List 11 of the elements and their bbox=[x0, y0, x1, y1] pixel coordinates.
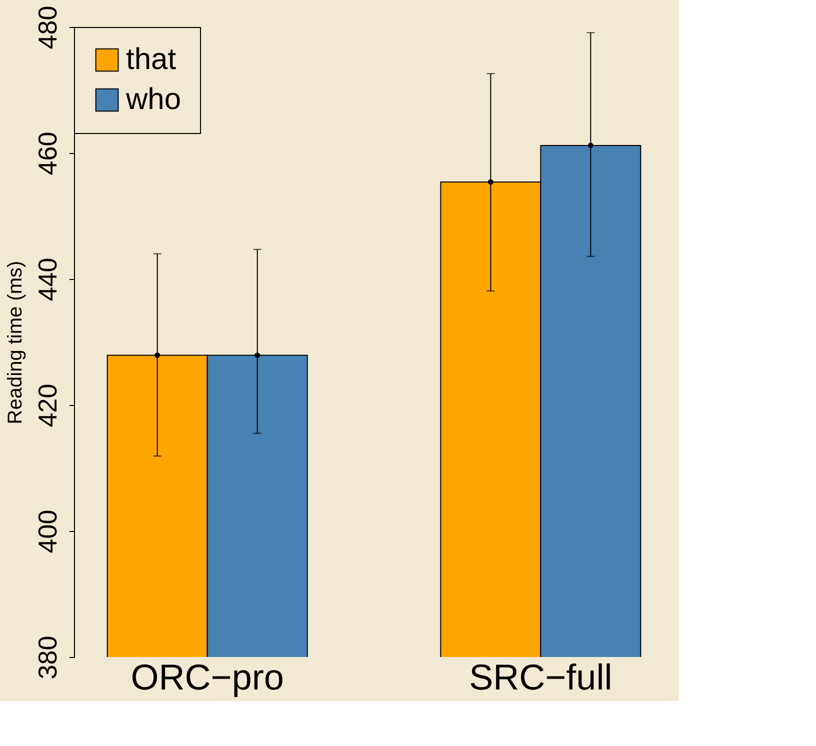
y-tick-label: 480 bbox=[32, 6, 62, 50]
legend-label: that bbox=[126, 43, 177, 76]
x-tick-label: SRC−full bbox=[469, 656, 612, 698]
y-axis-title: Reading time (ms) bbox=[4, 260, 26, 424]
y-tick-label: 460 bbox=[32, 132, 62, 176]
y-tick-label: 400 bbox=[32, 510, 62, 554]
y-tick-label: 440 bbox=[32, 258, 62, 302]
x-tick-label: ORC−pro bbox=[130, 656, 284, 698]
y-tick-label: 420 bbox=[32, 384, 62, 428]
y-tick-label: 380 bbox=[32, 636, 62, 680]
legend-label: who bbox=[125, 83, 182, 116]
